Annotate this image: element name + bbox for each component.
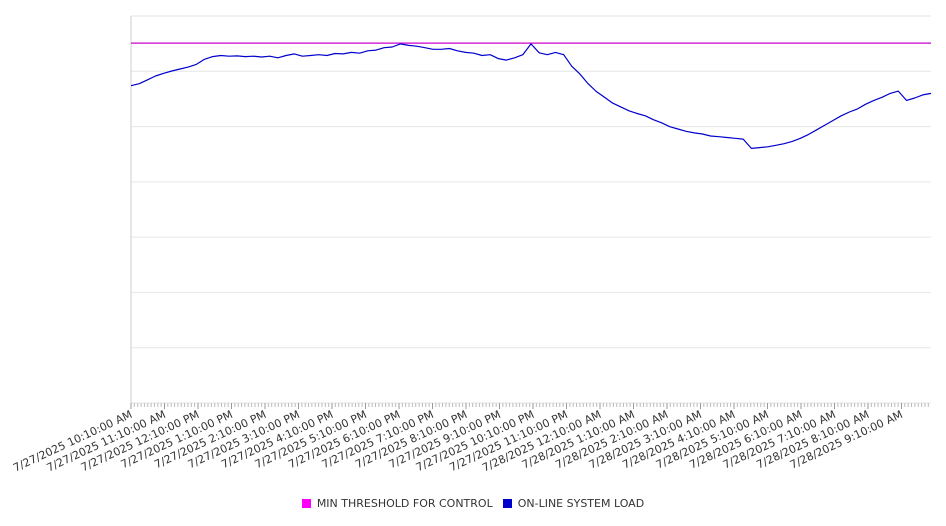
legend-label-system-load: ON-LINE SYSTEM LOAD xyxy=(517,497,645,510)
series-line-system-load xyxy=(130,43,932,149)
legend-swatch-system-load xyxy=(502,499,512,508)
legend-swatch-threshold xyxy=(301,499,311,508)
legend-item-system-load[interactable]: ON-LINE SYSTEM LOAD xyxy=(502,497,645,510)
chart-legend: MIN THRESHOLD FOR CONTROL ON-LINE SYSTEM… xyxy=(0,497,946,510)
legend-item-threshold[interactable]: MIN THRESHOLD FOR CONTROL xyxy=(301,497,493,510)
legend-label-threshold: MIN THRESHOLD FOR CONTROL xyxy=(316,497,493,510)
